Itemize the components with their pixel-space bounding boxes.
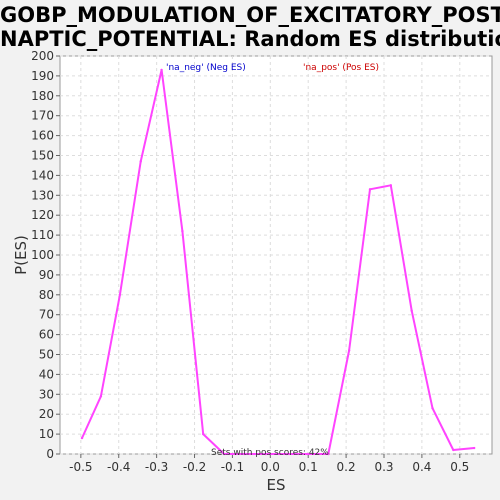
x-axis-label: ES (267, 476, 286, 494)
x-tick-label: 0.0 (261, 460, 280, 474)
y-tick-label: 150 (31, 149, 54, 163)
x-tick-label: -0.5 (69, 460, 92, 474)
y-tick-label: 190 (31, 69, 54, 83)
series-group (80, 68, 476, 456)
data-point (472, 446, 476, 450)
x-tick-label: 0.1 (299, 460, 318, 474)
y-tick-label: 50 (39, 348, 54, 362)
y-tick-label: 180 (31, 89, 54, 103)
data-point (347, 349, 351, 352)
data-point (389, 184, 393, 187)
data-point (368, 188, 372, 191)
data-point (431, 407, 434, 410)
chart-title-line-1: GOBP_MODULATION_OF_EXCITATORY_POSTSY (0, 3, 500, 27)
data-point (222, 452, 226, 456)
x-tick-label: 0.3 (374, 460, 393, 474)
y-tick-label: 30 (39, 387, 54, 401)
y-tick-label: 130 (31, 188, 54, 202)
y-tick-label: 110 (31, 228, 54, 242)
data-point (202, 432, 205, 436)
chart-title-line-2: NAPTIC_POTENTIAL: Random ES distribution (0, 27, 500, 51)
y-tick-label: 140 (31, 168, 54, 182)
data-point (264, 452, 267, 456)
x-tick-label: -0.3 (145, 460, 168, 474)
data-point (410, 309, 413, 312)
data-point (452, 448, 455, 452)
series-line (81, 68, 475, 455)
data-point (243, 452, 247, 456)
data-point (80, 436, 84, 440)
y-tick-label: 80 (39, 288, 54, 302)
grid-lines (60, 55, 492, 455)
data-point (181, 229, 184, 233)
pos-scores-annotation: Sets with pos scores: 42% (211, 448, 329, 458)
y-tick-label: 20 (39, 407, 54, 421)
x-tick-label: -0.2 (183, 460, 206, 474)
x-tick-label: 0.5 (450, 460, 469, 474)
y-axis-label: P(ES) (12, 235, 30, 275)
data-point (118, 293, 122, 296)
y-tick-label: 0 (46, 447, 54, 461)
y-tick-label: 120 (31, 208, 54, 222)
y-tick-label: 170 (31, 109, 54, 123)
data-point (99, 395, 103, 398)
data-point (327, 452, 330, 456)
data-point (160, 68, 163, 72)
y-tick-label: 40 (39, 367, 54, 381)
y-tick-label: 10 (39, 427, 54, 441)
x-tick-label: 0.2 (337, 460, 356, 474)
y-tick-label: 160 (31, 129, 54, 143)
y-tick-label: 200 (31, 49, 54, 63)
data-point (306, 452, 309, 456)
x-tick-label: 0.4 (412, 460, 431, 474)
x-tick-label: -0.4 (107, 460, 130, 474)
y-tick-label: 100 (31, 248, 54, 262)
data-point (285, 452, 288, 456)
legend-entry-pos: 'na_pos' (Pos ES) (303, 63, 379, 73)
data-point (139, 160, 142, 163)
legend-entry-neg: 'na_neg' (Neg ES) (166, 63, 246, 73)
y-tick-label: 60 (39, 328, 54, 342)
axes: 0 10 20 30 40 50 60 70 80 90 100 110 120 130 140 150 160… (31, 49, 469, 474)
x-tick-label: -0.1 (221, 460, 244, 474)
y-tick-label: 70 (39, 308, 54, 322)
y-tick-label: 90 (39, 268, 54, 282)
